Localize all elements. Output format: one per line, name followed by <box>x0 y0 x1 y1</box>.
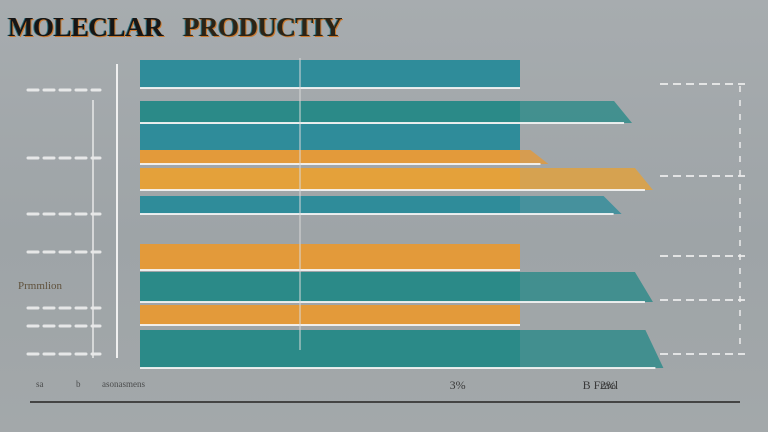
bar-0 <box>140 60 520 88</box>
bar-extension-3 <box>520 150 549 164</box>
bar-extension-5 <box>520 196 622 214</box>
bar-extension-1 <box>520 101 633 123</box>
chart-title: MOLECLAR PRODUCTIY <box>8 12 343 42</box>
bar-9 <box>140 330 520 368</box>
footer-fragment-1: sa <box>36 379 44 389</box>
bar-extension-9 <box>520 330 664 368</box>
chart-title-part-1: MOLECLAR <box>8 12 164 42</box>
bar-7 <box>140 272 520 302</box>
x-tick-label-1: B Fracl <box>583 378 619 392</box>
bar-2 <box>140 124 520 154</box>
y-axis-label: Prmmlion <box>18 280 63 292</box>
bar-extension-7 <box>520 272 653 302</box>
grid-layer <box>26 83 745 356</box>
bar-4 <box>140 168 520 190</box>
x-tick-label-2: 2% <box>600 378 616 392</box>
bar-6 <box>140 244 520 270</box>
bars-layer <box>140 60 664 369</box>
chart-title-part-2: PRODUCTIY <box>183 12 343 42</box>
bar-1 <box>140 101 520 123</box>
bar-8 <box>140 305 520 325</box>
bar-5 <box>140 196 520 214</box>
x-tick-label-0: 3% <box>450 378 466 392</box>
footer-fragment-3: asonasmens <box>102 379 145 389</box>
footer-fragment-2: b <box>76 379 81 389</box>
bar-extension-4 <box>520 168 653 190</box>
bar-3 <box>140 150 520 164</box>
